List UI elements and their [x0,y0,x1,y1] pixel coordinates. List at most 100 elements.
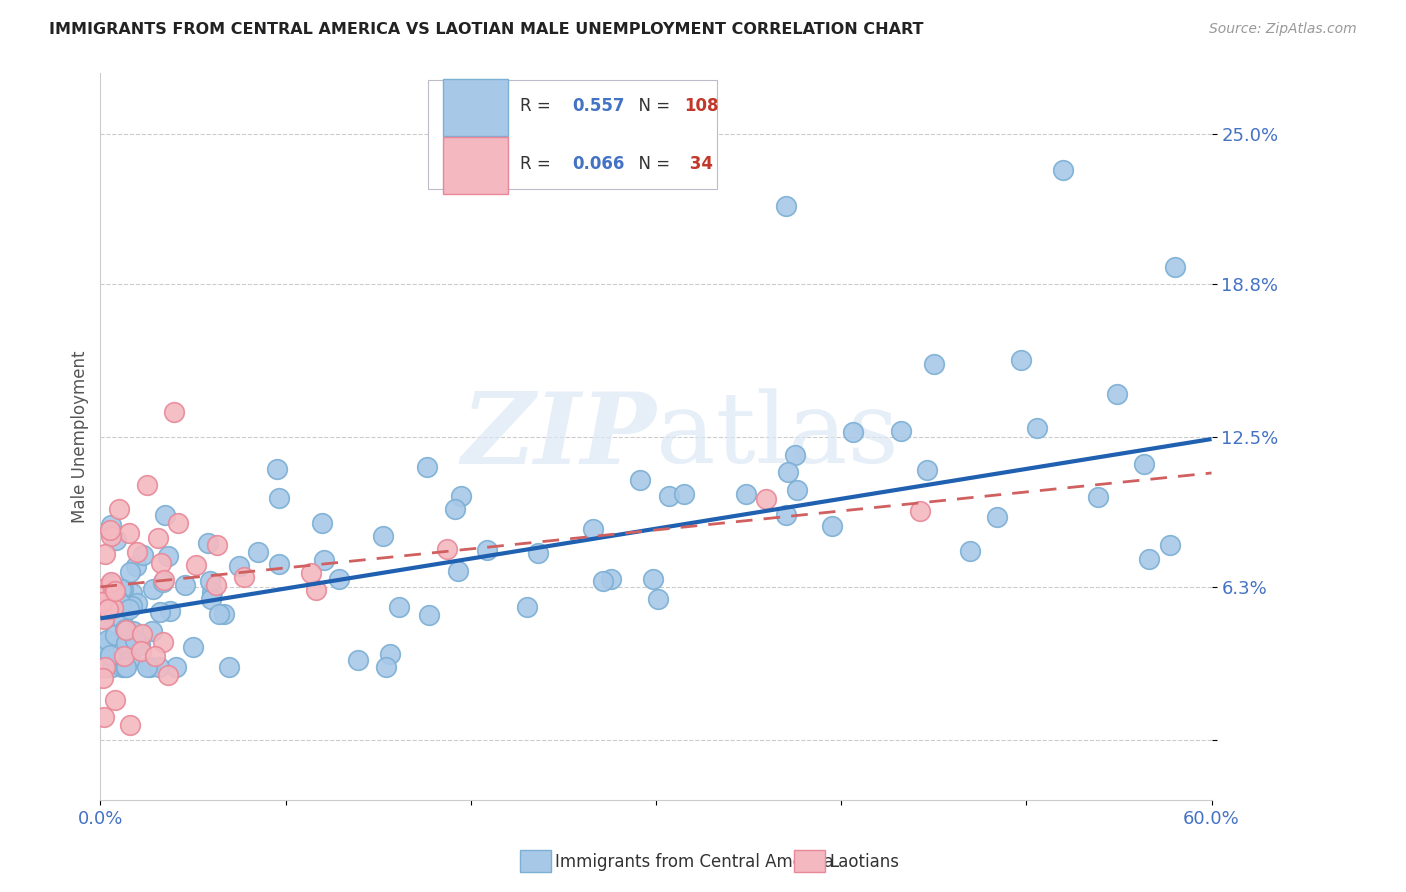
Point [110,582,132,596]
Point [328,572,350,586]
Point [132,548,155,562]
Point [183,640,205,655]
Point [111,612,134,626]
Point [375,660,398,674]
Point [198,574,221,588]
Point [314,553,336,567]
Point [959,544,981,558]
Point [94,660,117,674]
Point [418,607,440,622]
Point [436,541,458,556]
Point [450,489,472,503]
Point [100,518,122,533]
Text: 0.557: 0.557 [572,96,626,115]
Point [153,508,176,522]
Point [266,462,288,476]
Point [117,634,139,648]
Point [922,357,945,371]
Point [121,586,143,600]
Point [1159,538,1181,552]
Point [477,542,499,557]
Point [114,660,136,674]
Point [415,459,437,474]
Point [658,489,681,503]
Point [378,647,401,661]
Point [842,425,865,439]
Point [98,648,121,662]
Point [299,566,322,580]
Point [100,529,122,543]
Point [111,582,134,596]
Point [124,633,146,648]
Point [167,516,190,530]
Point [120,565,142,579]
Point [104,655,127,669]
Point [311,516,333,531]
Point [371,529,394,543]
Point [100,574,122,589]
Point [647,591,669,606]
Point [118,652,141,666]
Point [91,595,114,609]
Point [775,508,797,522]
Point [186,558,208,572]
Point [141,624,163,638]
Point [93,611,115,625]
Point [149,605,172,619]
Point [135,478,157,492]
Y-axis label: Male Unemployment: Male Unemployment [72,351,89,523]
Point [96,633,118,648]
Point [105,533,128,547]
Point [447,564,470,578]
Point [115,660,138,674]
Point [207,538,229,552]
Point [599,572,621,586]
Point [152,634,174,648]
Text: N =: N = [628,155,675,173]
FancyBboxPatch shape [429,80,717,189]
Point [207,607,229,622]
Point [582,522,605,536]
Point [628,474,651,488]
Point [1133,457,1156,471]
Point [908,504,931,518]
Point [91,582,114,596]
Point [734,486,756,500]
Point [157,667,180,681]
Text: R =: R = [520,96,557,115]
Text: atlas: atlas [657,389,898,484]
Point [114,623,136,637]
Point [112,648,135,663]
Point [91,671,114,685]
Point [197,536,219,550]
Point [110,597,132,611]
Point [267,558,290,572]
Point [388,600,411,615]
Point [1107,386,1129,401]
Point [233,570,256,584]
Point [124,640,146,655]
Point [93,612,115,626]
Point [267,491,290,505]
Point [93,641,115,656]
Point [150,557,173,571]
Point [592,574,614,588]
Point [107,593,129,607]
Point [94,547,117,561]
Point [139,660,162,674]
Point [200,592,222,607]
Point [157,549,180,563]
Point [204,578,226,592]
Text: Immigrants from Central America: Immigrants from Central America [555,853,834,871]
Point [100,578,122,592]
Point [103,584,125,599]
Point [444,501,467,516]
Point [159,604,181,618]
Point [305,583,328,598]
Point [100,575,122,590]
Point [121,599,143,614]
Point [643,572,665,586]
Text: R =: R = [520,155,557,173]
Text: Laotians: Laotians [830,853,900,871]
Text: 108: 108 [683,96,718,115]
